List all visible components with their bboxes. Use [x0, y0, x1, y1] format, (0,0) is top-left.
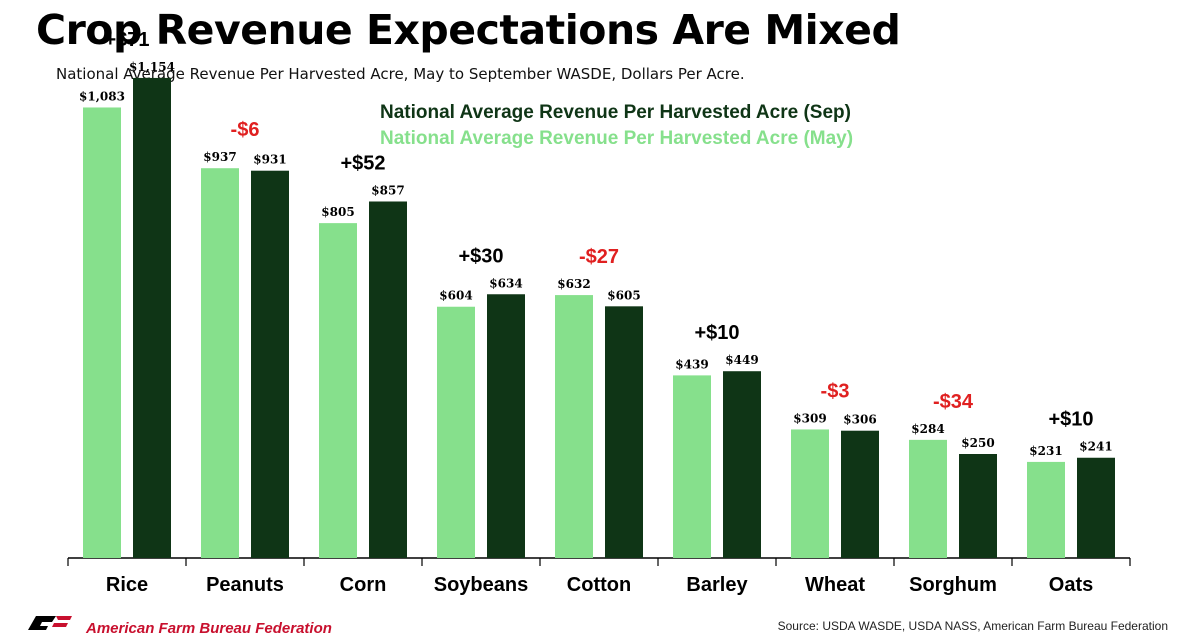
category-label-soybeans: Soybeans — [434, 574, 528, 596]
bar-barley-sep — [723, 371, 761, 558]
legend-entry-sep: National Average Revenue Per Harvested A… — [380, 102, 851, 123]
change-label-rice: +$71 — [104, 29, 149, 51]
data-label-soybeans-may: $604 — [439, 289, 472, 303]
data-label-rice-may: $1,083 — [79, 89, 125, 103]
category-label-peanuts: Peanuts — [206, 574, 284, 596]
data-label-wheat-sep: $306 — [843, 413, 876, 427]
category-label-cotton: Cotton — [567, 574, 631, 596]
data-label-barley-sep: $449 — [725, 353, 758, 367]
bar-sorghum-may — [909, 439, 947, 558]
chart-title: Crop Revenue Expectations Are Mixed — [36, 6, 901, 54]
change-label-oats: +$10 — [1048, 409, 1093, 431]
footer-organization: American Farm Bureau Federation — [86, 620, 332, 637]
bar-rice-may — [83, 107, 121, 559]
category-label-wheat: Wheat — [805, 574, 865, 596]
bar-rice-sep — [133, 77, 171, 558]
farm-bureau-logo — [28, 616, 72, 630]
data-label-wheat-may: $309 — [793, 411, 826, 425]
category-label-sorghum: Sorghum — [909, 574, 997, 596]
chart-subtitle: National Average Revenue Per Harvested A… — [56, 65, 745, 83]
bar-wheat-sep — [841, 430, 879, 558]
category-label-rice: Rice — [106, 574, 148, 596]
bar-corn-may — [319, 223, 357, 558]
change-label-corn: +$52 — [340, 152, 385, 174]
category-label-oats: Oats — [1049, 574, 1093, 596]
data-label-peanuts-may: $937 — [203, 150, 236, 164]
legend: National Average Revenue Per Harvested A… — [380, 100, 853, 152]
data-label-peanuts-sep: $931 — [253, 153, 286, 167]
change-label-wheat: -$3 — [821, 380, 850, 402]
bar-cotton-may — [555, 295, 593, 558]
legend-entry-may: National Average Revenue Per Harvested A… — [380, 128, 854, 149]
data-label-soybeans-sep: $634 — [489, 276, 522, 290]
data-label-oats-may: $231 — [1029, 444, 1062, 458]
bar-peanuts-may — [201, 168, 239, 558]
data-label-cotton-may: $632 — [557, 277, 590, 291]
category-label-barley: Barley — [686, 574, 748, 596]
bar-soybeans-sep — [487, 294, 525, 558]
data-label-rice-sep: $1,154 — [129, 60, 175, 74]
bar-wheat-may — [791, 429, 829, 558]
bar-cotton-sep — [605, 306, 643, 558]
bar-sorghum-sep — [959, 454, 997, 558]
change-label-sorghum: -$34 — [933, 391, 974, 413]
bar-corn-sep — [369, 201, 407, 558]
bar-soybeans-may — [437, 306, 475, 558]
change-label-cotton: -$27 — [579, 246, 619, 268]
data-label-sorghum-may: $284 — [911, 422, 944, 436]
bar-oats-sep — [1077, 457, 1115, 558]
bar-oats-may — [1027, 461, 1065, 558]
change-label-peanuts: -$6 — [231, 119, 260, 141]
change-label-soybeans: +$30 — [458, 245, 503, 267]
data-label-barley-may: $439 — [675, 357, 708, 371]
data-label-corn-may: $805 — [321, 205, 354, 219]
bar-barley-may — [673, 375, 711, 558]
data-label-cotton-sep: $605 — [607, 288, 640, 302]
change-label-barley: +$10 — [694, 322, 739, 344]
bar-peanuts-sep — [251, 170, 289, 559]
data-label-sorghum-sep: $250 — [961, 436, 994, 450]
category-label-corn: Corn — [340, 574, 387, 596]
data-label-oats-sep: $241 — [1079, 440, 1112, 454]
footer-source: Source: USDA WASDE, USDA NASS, American … — [777, 619, 1168, 633]
data-label-corn-sep: $857 — [371, 183, 404, 197]
